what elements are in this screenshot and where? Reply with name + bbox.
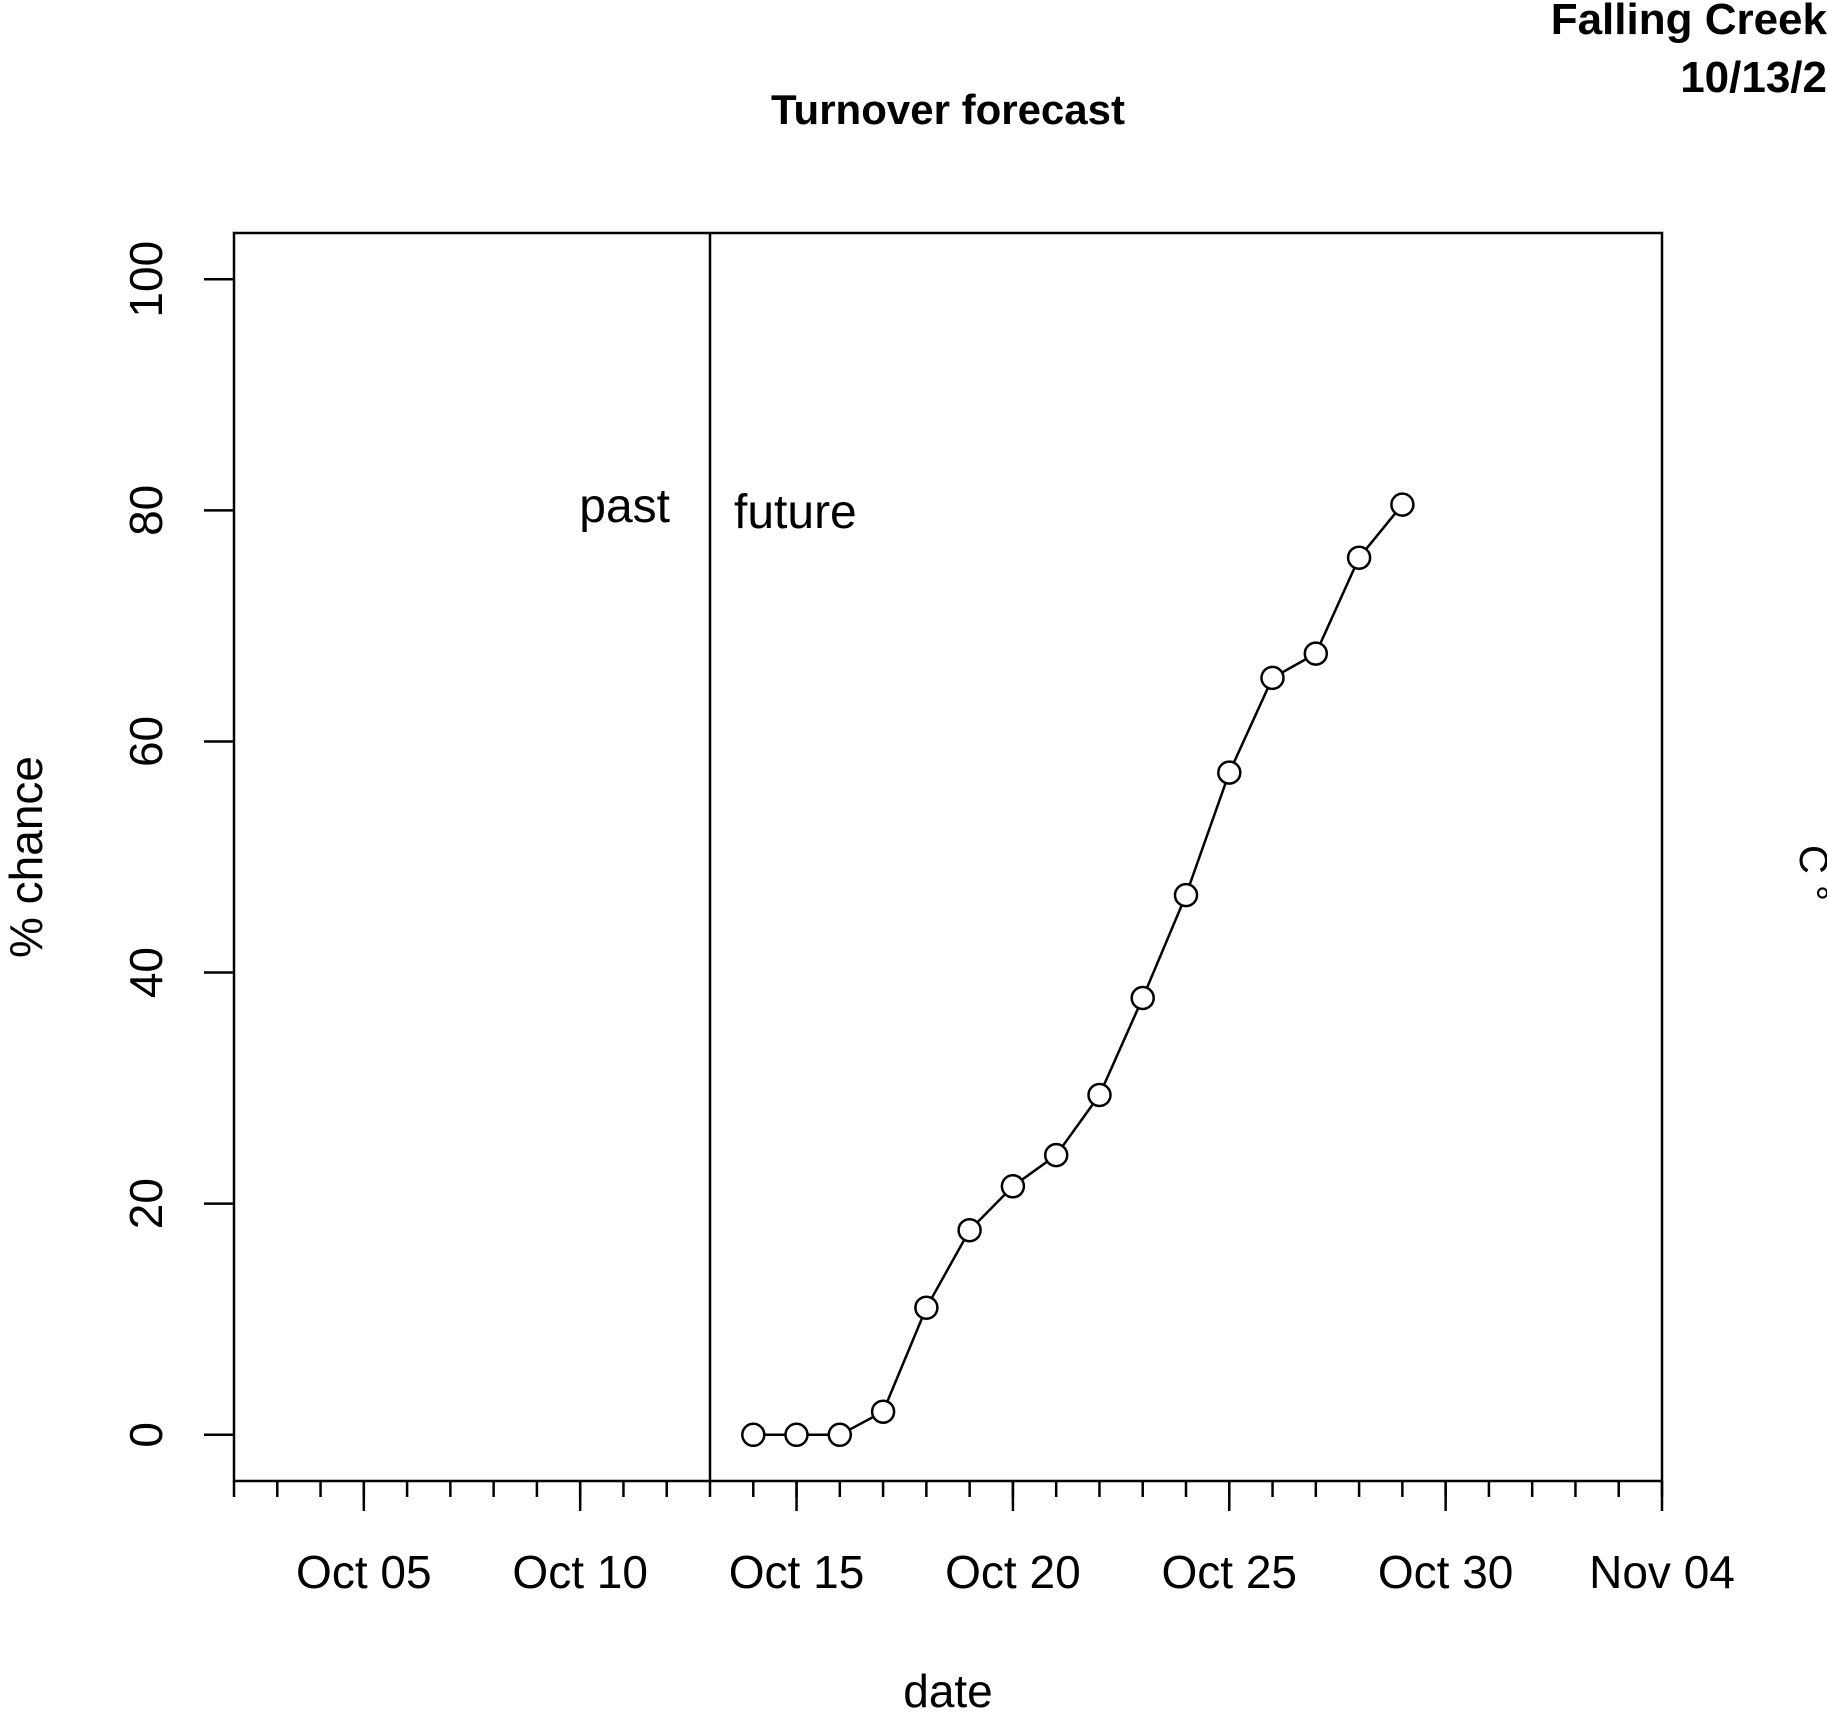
data-point bbox=[1087, 1082, 1112, 1108]
data-point bbox=[914, 1295, 939, 1320]
data-point bbox=[741, 1422, 766, 1448]
data-point bbox=[1000, 1174, 1026, 1199]
annotation-future: future bbox=[734, 486, 857, 539]
forecast-date: 10/13/2 bbox=[1680, 53, 1827, 102]
data-point bbox=[1346, 545, 1372, 570]
data-point bbox=[1303, 641, 1329, 666]
data-point bbox=[1390, 492, 1415, 517]
y-tick-label: 80 bbox=[120, 485, 172, 536]
site-name: Falling Creek bbox=[1551, 0, 1827, 44]
data-point bbox=[1260, 665, 1285, 691]
x-tick-label: Oct 15 bbox=[729, 1546, 865, 1598]
annotation-past: past bbox=[579, 480, 670, 533]
x-tick-label: Oct 30 bbox=[1378, 1546, 1514, 1598]
plot-frame bbox=[232, 231, 1664, 1483]
x-tick-label: Oct 25 bbox=[1162, 1546, 1298, 1598]
x-tick-label: Oct 05 bbox=[296, 1546, 432, 1598]
chart-title: Turnover forecast bbox=[771, 86, 1125, 133]
y-tick-label: 20 bbox=[120, 1178, 172, 1229]
y-tick-label: 0 bbox=[120, 1422, 172, 1448]
data-point bbox=[957, 1217, 982, 1243]
series-line bbox=[753, 503, 1404, 1437]
data-point bbox=[1173, 882, 1199, 908]
y-tick-label: 40 bbox=[120, 947, 172, 998]
data-point bbox=[870, 1399, 896, 1424]
data-point bbox=[1217, 760, 1242, 785]
data-point bbox=[784, 1422, 809, 1448]
y-axis-title: % chance bbox=[0, 756, 52, 958]
y-tick-label: 100 bbox=[120, 241, 172, 318]
x-tick-label: Oct 20 bbox=[945, 1546, 1081, 1598]
right-margin-glyphs: C ° bbox=[1791, 845, 1827, 901]
x-tick-label: Oct 10 bbox=[512, 1546, 648, 1598]
data-point bbox=[1043, 1142, 1069, 1168]
x-tick-label: Nov 04 bbox=[1589, 1546, 1735, 1598]
data-point bbox=[1130, 985, 1155, 1011]
x-axis-title: date bbox=[903, 1665, 993, 1717]
data-point bbox=[827, 1422, 853, 1448]
y-tick-label: 60 bbox=[120, 716, 172, 767]
